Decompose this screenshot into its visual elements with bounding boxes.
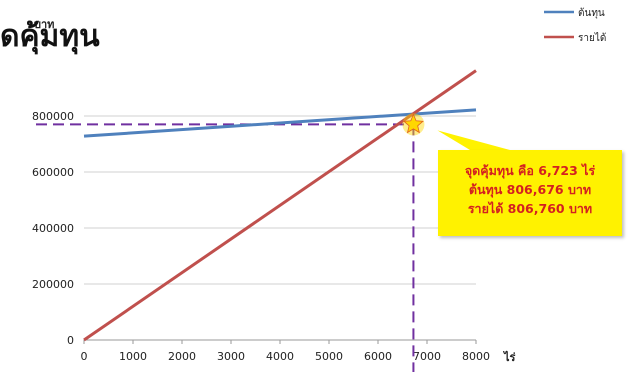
break-even-star-icon — [402, 113, 424, 134]
series-line-1 — [83, 69, 477, 342]
x-tick-label-5: 5000 — [315, 350, 343, 363]
x-tick-label-3: 3000 — [217, 350, 245, 363]
x-tick-label-1: 1000 — [119, 350, 147, 363]
x-tick-label-6: 6000 — [364, 350, 392, 363]
y-axis-label: บาท — [34, 18, 54, 31]
x-tick-label-7: 7000 — [413, 350, 441, 363]
x-tick-label-4: 4000 — [266, 350, 294, 363]
y-tick-label-0: 0 — [67, 334, 74, 347]
callout-pointer — [437, 130, 510, 150]
y-tick-label-4: 800000 — [32, 110, 74, 123]
callout-line-2: ต้นทุน 806,676 บาท — [468, 182, 592, 197]
y-tick-label-3: 600000 — [32, 166, 74, 179]
x-axis-label: ไร่ — [502, 350, 516, 364]
x-tick-label-8: 8000 — [462, 350, 490, 363]
legend-label-1: รายได้ — [578, 32, 606, 44]
legend-label-0: ต้นทุน — [578, 7, 605, 19]
callout-line-1: จุดคุ้มทุน คือ 6,723 ไร่ — [464, 163, 596, 178]
callout-line-3: รายได้ 806,760 บาท — [467, 201, 593, 216]
x-tick-label-2: 2000 — [168, 350, 196, 363]
y-tick-label-1: 200000 — [32, 278, 74, 291]
page-title: ดคุ้มทุน — [0, 19, 100, 54]
y-tick-label-2: 400000 — [32, 222, 74, 235]
x-tick-label-0: 0 — [81, 350, 88, 363]
break-even-callout: จุดคุ้มทุน คือ 6,723 ไร่ ต้นทุน 806,676 … — [438, 150, 622, 236]
